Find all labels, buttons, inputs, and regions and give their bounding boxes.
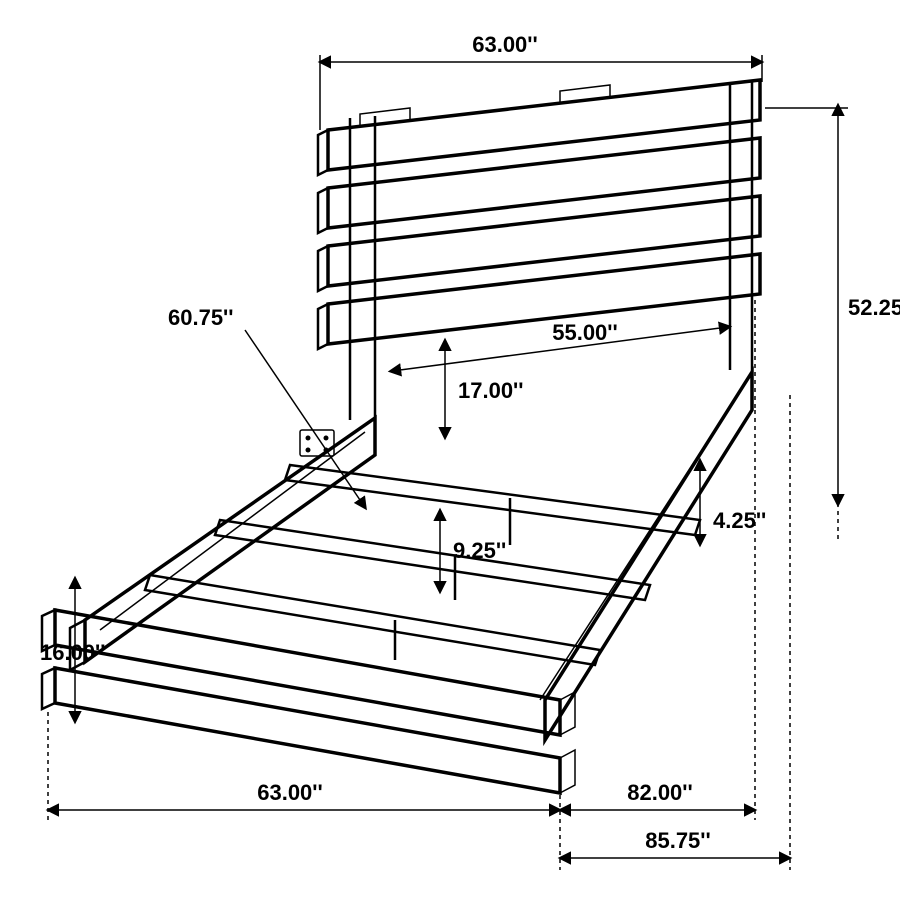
dim-length-outer: 85.75'' <box>645 828 711 853</box>
dim-slat-drop: 9.25'' <box>453 538 506 563</box>
cross-slats <box>145 465 700 665</box>
dim-footboard-height: 16.00'' <box>40 640 106 665</box>
dim-headboard-rail: 17.00'' <box>458 378 524 403</box>
dim-slat-inner: 60.75'' <box>168 305 234 330</box>
side-rails <box>70 372 752 740</box>
headboard <box>318 80 760 420</box>
dim-overall-height: 52.25'' <box>848 295 900 320</box>
dim-inner-width: 55.00'' <box>552 320 618 345</box>
dim-footboard-width: 63.00'' <box>257 780 323 805</box>
dim-top-width: 63.00'' <box>472 32 538 57</box>
dimensions: 63.00'' 52.25'' 55.00'' 17.00'' 60.75'' … <box>40 32 900 870</box>
dim-rail-clearance: 4.25'' <box>713 508 766 533</box>
bed-dimension-diagram: 63.00'' 52.25'' 55.00'' 17.00'' 60.75'' … <box>0 0 900 900</box>
dim-length-inner: 82.00'' <box>627 780 693 805</box>
